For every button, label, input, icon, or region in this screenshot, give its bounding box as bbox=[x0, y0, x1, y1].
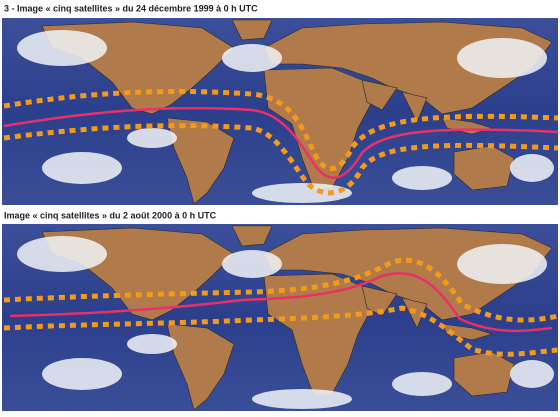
satellite-image bbox=[1, 17, 559, 206]
itcz-axis bbox=[3, 106, 559, 179]
itcz-boundary bbox=[3, 305, 559, 357]
satellite-image bbox=[1, 223, 559, 412]
caption: Image « cinq satellites » du 2 août 2000… bbox=[4, 210, 217, 220]
itcz-boundary bbox=[3, 89, 559, 172]
caption: 3 - Image « cinq satellites » du 24 déce… bbox=[4, 3, 258, 13]
itcz-axis bbox=[9, 272, 553, 333]
